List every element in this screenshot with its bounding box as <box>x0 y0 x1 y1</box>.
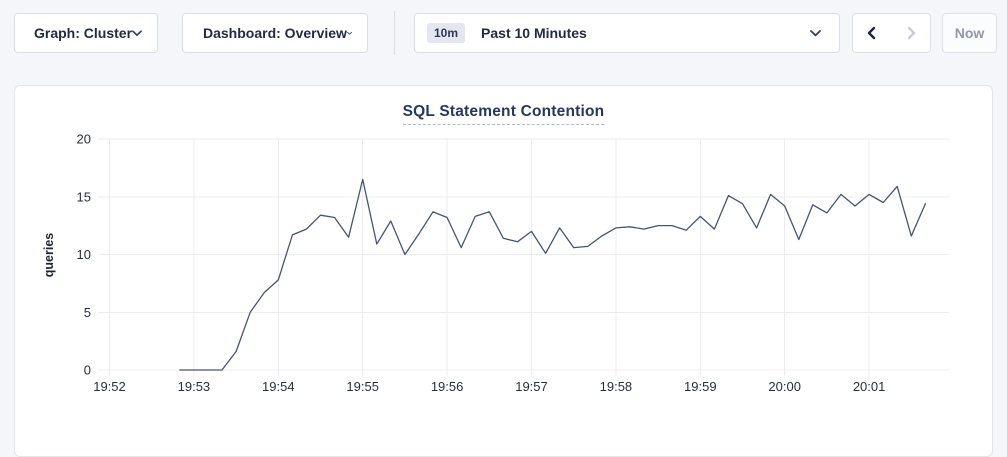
time-window-selector[interactable]: 10m Past 10 Minutes <box>414 13 840 53</box>
svg-text:10: 10 <box>77 247 91 262</box>
svg-text:15: 15 <box>77 189 91 204</box>
chevron-right-icon <box>907 26 915 40</box>
graph-dropdown[interactable]: Graph: Cluster <box>14 13 158 53</box>
svg-text:20: 20 <box>77 132 91 147</box>
graph-dropdown-label: Graph: Cluster <box>34 25 133 41</box>
svg-text:0: 0 <box>84 363 91 378</box>
dashboard-dropdown[interactable]: Dashboard: Overview <box>182 13 368 53</box>
chart-card: 0 5 10 15 20 19:52 19:53 19:54 19:55 19:56 19:57 19… <box>14 85 993 457</box>
svg-text:19:55: 19:55 <box>346 379 379 394</box>
svg-text:19:54: 19:54 <box>262 379 295 394</box>
sql-contention-line-chart: 0 5 10 15 20 19:52 19:53 19:54 19:55 19:56 19:57 19… <box>42 132 949 394</box>
svg-text:queries: queries <box>42 233 56 278</box>
dashboard-dropdown-label: Dashboard: Overview <box>203 25 347 41</box>
time-step-button-group <box>852 13 931 53</box>
svg-text:19:59: 19:59 <box>684 379 717 394</box>
svg-text:19:56: 19:56 <box>431 379 464 394</box>
svg-text:19:53: 19:53 <box>178 379 211 394</box>
svg-text:20:00: 20:00 <box>768 379 801 394</box>
svg-text:5: 5 <box>84 305 91 320</box>
svg-text:19:58: 19:58 <box>600 379 633 394</box>
svg-text:19:52: 19:52 <box>93 379 126 394</box>
chart-title[interactable]: SQL Statement Contention <box>402 103 605 125</box>
next-time-button[interactable] <box>892 14 931 52</box>
chevron-down-icon <box>810 29 821 36</box>
chevron-left-icon <box>868 26 876 40</box>
prev-time-button[interactable] <box>853 14 892 52</box>
time-window-label: Past 10 Minutes <box>481 25 587 41</box>
now-button[interactable]: Now <box>942 13 997 53</box>
svg-text:20:01: 20:01 <box>853 379 886 394</box>
svg-text:19:57: 19:57 <box>515 379 548 394</box>
chart-title-row: SQL Statement Contention <box>15 103 992 125</box>
chevron-down-icon <box>132 29 142 36</box>
time-window-badge: 10m <box>427 23 466 43</box>
toolbar-divider <box>394 11 395 55</box>
chevron-down-icon <box>346 31 352 35</box>
